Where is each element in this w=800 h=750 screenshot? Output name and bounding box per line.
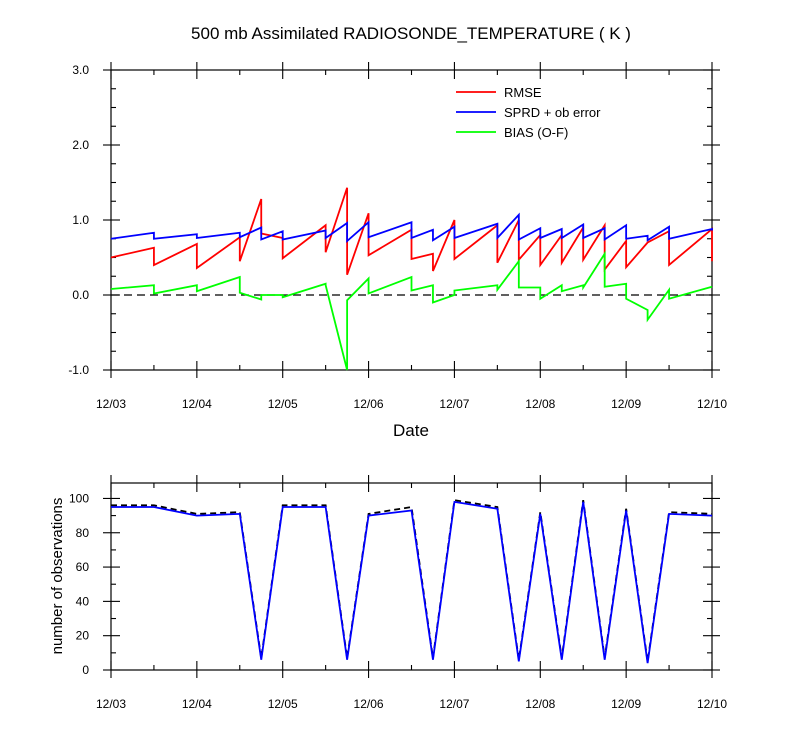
y-tick-label: 100 (69, 491, 89, 505)
top-ticks (103, 62, 720, 378)
y-tick-label: 80 (76, 526, 90, 540)
y-tick-label: 0 (82, 663, 89, 677)
x-tick-label: 12/03 (96, 697, 126, 711)
x-tick-label: 12/03 (96, 397, 126, 411)
bottom-series (111, 499, 713, 664)
y-tick-label: 0.0 (72, 288, 89, 302)
y-tick-label: -1.0 (68, 363, 89, 377)
y-tick-label: 40 (76, 594, 90, 608)
chart-title: 500 mb Assimilated RADIOSONDE_TEMPERATUR… (191, 24, 631, 43)
x-tick-label: 12/05 (268, 697, 298, 711)
series-line-0 (111, 499, 713, 662)
x-tick-label: 12/05 (268, 397, 298, 411)
top-series (110, 187, 713, 371)
x-tick-label: 12/09 (611, 697, 641, 711)
bottom-ticks (103, 475, 720, 678)
x-tick-label: 12/08 (525, 697, 555, 711)
legend: RMSE SPRD + ob error BIAS (O-F) (456, 85, 601, 140)
x-axis-label: Date (393, 421, 429, 440)
legend-label-1: SPRD + ob error (504, 105, 601, 120)
y-tick-label: 60 (76, 560, 90, 574)
series-line-1 (111, 500, 713, 664)
x-tick-label: 12/07 (439, 697, 469, 711)
y-tick-label: 2.0 (72, 138, 89, 152)
y-tick-label: 20 (76, 629, 90, 643)
x-tick-label: 12/09 (611, 397, 641, 411)
x-tick-label: 12/04 (182, 697, 212, 711)
y-tick-label: 3.0 (72, 63, 89, 77)
series-line-0 (110, 187, 713, 276)
x-tick-label: 12/08 (525, 397, 555, 411)
x-tick-label: 12/06 (354, 697, 384, 711)
x-tick-label: 12/07 (439, 397, 469, 411)
legend-label-0: RMSE (504, 85, 542, 100)
bottom-x-tick-labels: 12/03 12/04 12/05 12/06 12/07 12/08 12/09 12/10 (96, 697, 727, 711)
series-line-1 (110, 212, 713, 243)
rmse-sprd-bias-panel: -1.00.01.02.03.0 12/03 12/04 12/05 12/06 12/… (68, 62, 727, 440)
series-line-2 (110, 250, 713, 371)
x-tick-label: 12/10 (697, 697, 727, 711)
y-tick-label: 1.0 (72, 213, 89, 227)
x-tick-label: 12/06 (354, 397, 384, 411)
top-plot-frame (110, 69, 713, 371)
top-x-tick-labels: 12/03 12/04 12/05 12/06 12/07 12/08 12/09 12/10 (96, 397, 727, 411)
x-tick-label: 12/10 (697, 397, 727, 411)
legend-label-2: BIAS (O-F) (504, 125, 568, 140)
y-axis-label-observations: number of observations (49, 498, 66, 655)
top-y-tick-labels: -1.0 0.0 1.0 2.0 3.0 (68, 63, 89, 377)
bottom-y-tick-labels: 0 20 40 60 80 100 (69, 491, 89, 677)
x-tick-label: 12/04 (182, 397, 212, 411)
